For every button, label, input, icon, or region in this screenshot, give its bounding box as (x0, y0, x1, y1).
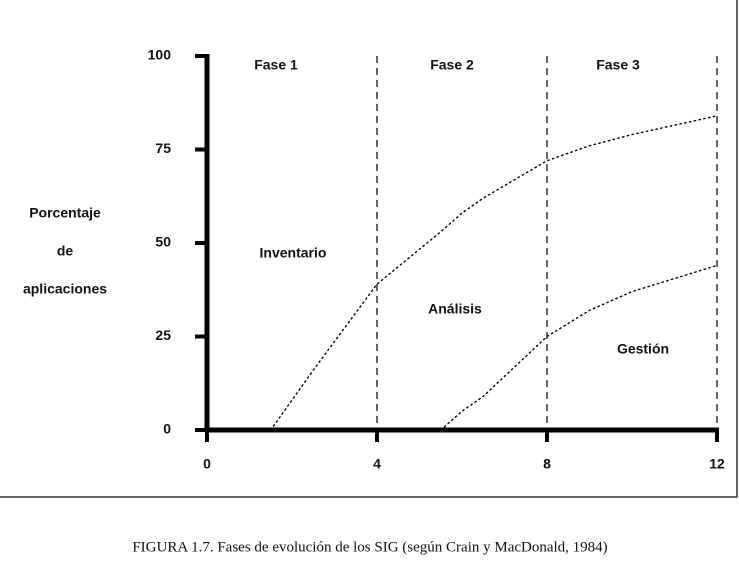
y-axis-label: Porcentaje (29, 205, 101, 221)
phase-label: Fase 1 (254, 57, 298, 73)
y-tick-label: 0 (163, 421, 171, 437)
y-tick-label: 100 (148, 47, 172, 63)
phase-label: Fase 2 (430, 57, 474, 73)
x-tick-label: 8 (543, 456, 551, 472)
region-label: Análisis (428, 301, 482, 317)
x-tick-label: 4 (373, 456, 381, 472)
phase-label: Fase 3 (596, 57, 640, 73)
y-axis-label: de (57, 243, 74, 259)
x-tick-label: 12 (709, 456, 725, 472)
x-tick-label: 0 (203, 456, 211, 472)
curve (270, 115, 718, 431)
y-tick-label: 50 (155, 234, 171, 250)
region-label: Gestión (617, 341, 669, 357)
y-axis-label: aplicaciones (23, 281, 107, 297)
y-tick-label: 25 (155, 327, 171, 343)
figure-frame (0, 0, 738, 498)
curve (440, 264, 718, 431)
caption: FIGURA 1.7. Fases de evolución de los SI… (132, 539, 607, 555)
y-tick-label: 75 (155, 140, 171, 156)
region-label: Inventario (260, 245, 327, 261)
